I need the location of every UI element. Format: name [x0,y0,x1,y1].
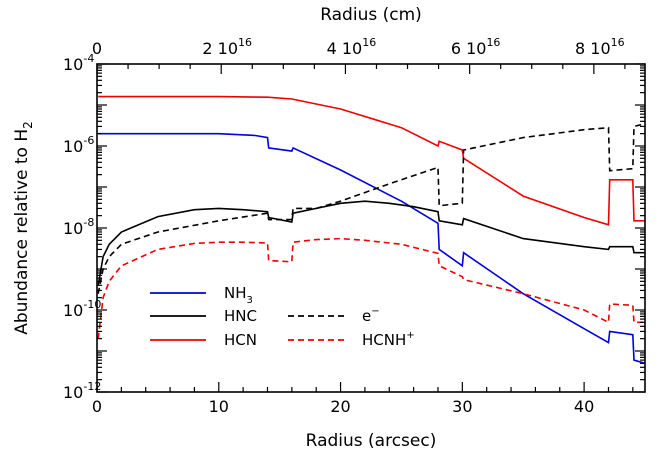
series-line-hcn [98,95,645,226]
x-tick-label: 40 [574,397,594,416]
y-axis-title-text: Abundance relative to H [12,129,32,335]
top-x-tick-label: 8 1016 [575,36,625,58]
series-line-hnc [97,200,645,286]
series-line-nh3 [98,132,645,365]
top-x-tick-label: 6 1016 [451,36,501,58]
legend-label: HCNH+ [362,330,415,349]
top-axis-title: Radius (cm) [320,5,422,25]
legend-label: e− [362,306,380,325]
x-tick-label: 10 [209,397,229,416]
y-tick-label: 10-10 [63,298,101,320]
y-tick-label: 10-4 [63,52,94,74]
series-lines [97,95,645,365]
y-tick-label: 10-6 [63,134,94,156]
top-x-tick-label: 2 1016 [202,36,252,58]
axis-ticks [96,63,645,393]
legend-label: HCN [224,331,257,349]
y-axis-title: Abundance relative to H2 [12,121,35,335]
series-line-e- [97,122,645,294]
series-line-hcnh- [97,237,645,339]
y-axis-title-subscript: 2 [21,121,35,129]
x-tick-label: 20 [330,397,350,416]
x-tick-label: 0 [92,397,102,416]
top-x-tick-label: 0 [92,39,102,58]
y-tick-label: 10-8 [63,216,94,238]
top-x-tick-label: 4 1016 [327,36,377,58]
x-tick-label: 30 [452,397,472,416]
legend-label: NH3 [224,284,253,306]
legend-label: HNC [224,307,257,325]
x-axis-title: Radius (arcsec) [306,431,437,451]
y-tick-label: 10-12 [63,380,101,402]
